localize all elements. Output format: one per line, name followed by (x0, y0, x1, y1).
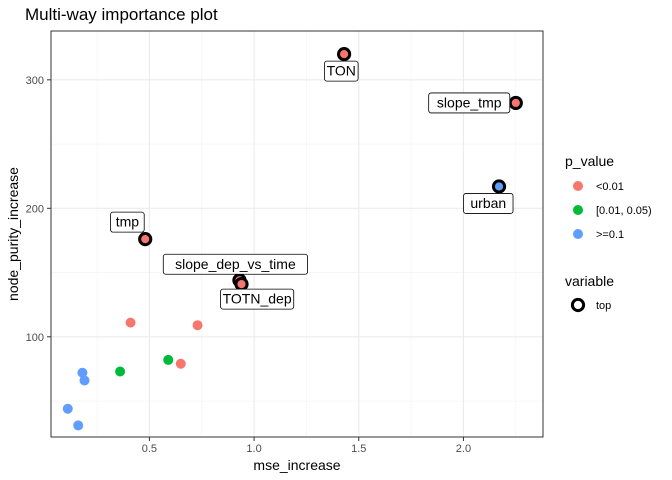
point-label-box (162, 253, 308, 275)
grid-major (51, 31, 543, 437)
legend-shape-label: top (596, 300, 611, 312)
legend-color-key (573, 205, 583, 215)
legend-color-title: p_value (565, 153, 614, 169)
legend-color-label: [0.01, 0.05) (596, 205, 652, 217)
legend-color-label: <0.01 (596, 181, 624, 193)
data-point (125, 317, 136, 328)
point-label-box (463, 193, 514, 214)
grid-minor (51, 31, 543, 437)
point-label: urban (470, 195, 506, 211)
point-label: slope_tmp (437, 94, 502, 110)
point-label: tmp (116, 214, 140, 230)
x-tick-label: 1.0 (246, 443, 261, 455)
plot-panel-border (50, 30, 544, 438)
data-point-top (234, 277, 249, 292)
x-axis-title: mse_increase (253, 457, 340, 473)
x-tick-label: 1.5 (351, 443, 366, 455)
data-point-top (138, 232, 153, 247)
data-point-top (337, 47, 352, 62)
legend-shape-key (570, 297, 586, 313)
data-point (192, 320, 203, 331)
data-point (115, 366, 126, 377)
legend: p_value <0.01[0.01, 0.05)>=0.1 variable … (565, 153, 652, 313)
x-tick-label: 0.5 (142, 443, 157, 455)
data-point (79, 375, 90, 386)
y-tick-label: 300 (26, 75, 44, 87)
data-point (163, 354, 174, 365)
point-label: slope_dep_vs_time (175, 256, 296, 272)
legend-color-key (573, 181, 583, 191)
legend-color-items: <0.01 [0.01, 0.05) >=0.1 (573, 181, 652, 241)
data-point (73, 420, 84, 431)
legend-color-label: >=0.1 (596, 229, 624, 241)
point-label-box (324, 60, 359, 82)
data-point (77, 367, 88, 378)
chart-title: Multi-way importance plot (25, 5, 218, 24)
point-label-box (428, 92, 511, 114)
y-axis-title: node_purity_increase (5, 167, 21, 301)
point-label-box (110, 211, 145, 233)
x-axis-ticks: 0.5 1.0 1.5 2.0 (142, 437, 471, 455)
point-label: TON (327, 63, 356, 79)
point-label-box (220, 288, 295, 310)
point-label: TOTN_dep (223, 291, 292, 307)
data-point-top (491, 179, 507, 194)
data-points (62, 47, 523, 431)
legend-shape-title: variable (565, 273, 614, 289)
data-point-top (508, 95, 523, 111)
y-tick-label: 100 (26, 332, 44, 344)
legend-color-key (573, 229, 583, 239)
data-point (175, 358, 186, 369)
y-axis-ticks: 100 200 300 (26, 75, 51, 344)
x-tick-label: 2.0 (456, 443, 471, 455)
y-tick-label: 200 (26, 203, 44, 215)
legend-shape-items: top (570, 297, 611, 313)
data-point (62, 403, 73, 414)
